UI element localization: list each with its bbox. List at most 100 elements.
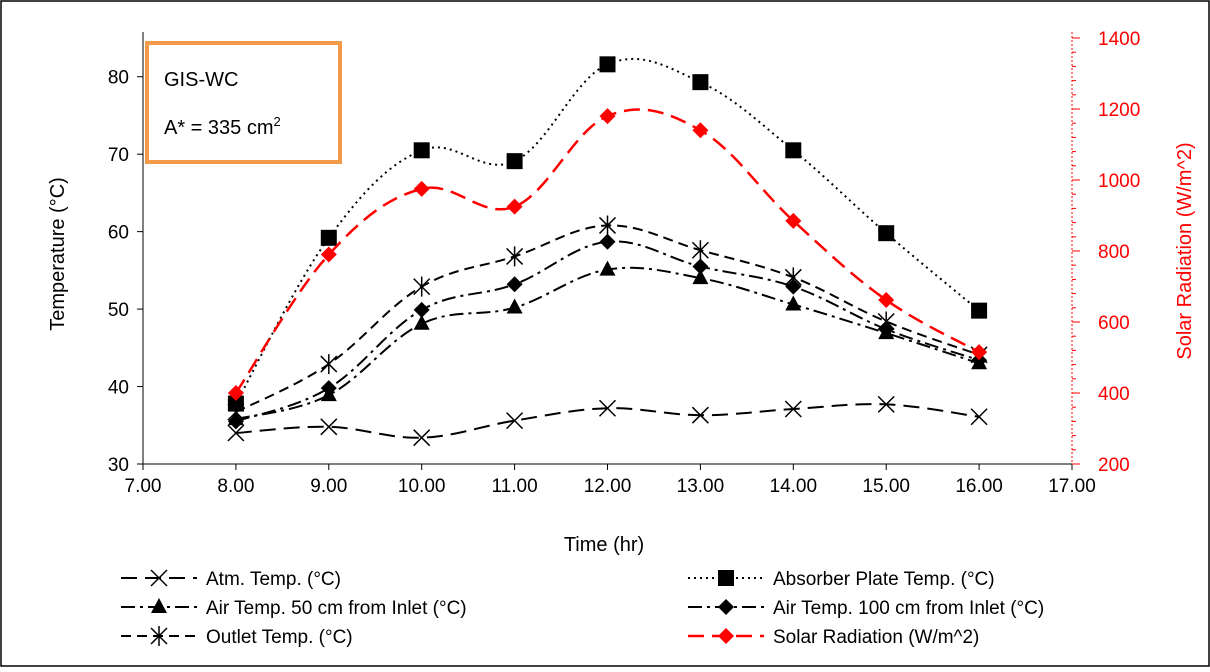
data-point <box>320 246 337 263</box>
data-point <box>784 267 802 288</box>
data-point <box>506 246 524 267</box>
legend-marker <box>718 628 734 644</box>
y2-tick-label: 200 <box>1098 455 1130 476</box>
y-axis-title: Temperature (°C) <box>47 177 69 331</box>
annotation-line2: A* = 335 cm2 <box>164 114 281 139</box>
data-point <box>320 380 337 397</box>
y2-tick-label: 1200 <box>1098 100 1140 121</box>
data-point <box>227 402 245 423</box>
data-point <box>971 344 988 361</box>
x-tick-label: 16.00 <box>955 476 1003 497</box>
x-tick-label: 8.00 <box>217 476 254 497</box>
annotation-border <box>145 41 342 164</box>
data-point <box>785 142 802 159</box>
y2-tick-label: 800 <box>1098 242 1130 263</box>
y2-tick-label: 400 <box>1098 384 1130 405</box>
x-tick-label: 11.00 <box>492 476 538 497</box>
y2-axis-title: Solar Radiation (W/m^2) <box>1174 142 1196 359</box>
data-point <box>785 295 802 311</box>
x-tick-label: 15.00 <box>862 476 910 497</box>
y2-tick-label: 1400 <box>1098 29 1140 50</box>
data-point <box>599 233 616 250</box>
data-point <box>877 395 895 413</box>
annotation-box: GIS-WC A* = 335 cm2 <box>145 41 342 164</box>
annotation-line1: GIS-WC <box>164 69 238 91</box>
axes: 7.00 8.00 9.00 10.00 11.00 12.00 13.00 14.00 15.… <box>108 29 1140 497</box>
series-line <box>235 224 980 413</box>
data-point <box>320 354 338 375</box>
series-3 <box>227 233 988 430</box>
data-point <box>506 412 524 430</box>
data-point <box>506 298 523 314</box>
x-axis-title: Time (hr) <box>564 534 644 556</box>
series-line <box>235 57 980 405</box>
y-tick-label: 40 <box>108 378 129 399</box>
data-point <box>413 276 431 297</box>
data-point <box>784 400 802 418</box>
series-0 <box>227 395 988 447</box>
legend-label: Outlet Temp. (°C) <box>206 627 353 648</box>
legend-marker <box>151 598 167 613</box>
data-point <box>878 225 895 242</box>
data-point <box>785 212 802 229</box>
legend-marker <box>718 570 734 586</box>
x-tick-label: 17.00 <box>1048 476 1096 497</box>
series-layer <box>227 56 988 447</box>
data-point <box>598 215 617 236</box>
x-tick-label: 13.00 <box>677 476 725 497</box>
data-point <box>413 301 430 318</box>
x-tick-label: 14.00 <box>770 476 818 497</box>
data-point <box>506 153 523 170</box>
data-point <box>877 311 895 332</box>
data-point <box>692 269 709 285</box>
data-point <box>227 385 244 401</box>
data-point <box>692 74 709 91</box>
data-point <box>413 429 431 447</box>
legend-item: Air Temp. 50 cm from Inlet (°C) <box>121 598 467 619</box>
y-tick-label: 30 <box>108 455 129 476</box>
legend-label: Air Temp. 50 cm from Inlet (°C) <box>206 598 467 619</box>
legend-label: Absorber Plate Temp. (°C) <box>773 569 995 590</box>
x-tick-label: 10.00 <box>398 476 446 497</box>
y-tick-label: 80 <box>108 68 129 89</box>
data-point <box>878 291 895 308</box>
data-point <box>692 122 709 139</box>
data-point <box>506 198 523 215</box>
data-point <box>413 314 430 330</box>
legend-item: Outlet Temp. (°C) <box>121 626 353 648</box>
legend-item: Absorber Plate Temp. (°C) <box>688 569 995 590</box>
data-point <box>599 108 616 125</box>
legend-label: Air Temp. 100 cm from Inlet (°C) <box>773 598 1044 619</box>
x-tick-label: 7.00 <box>125 476 162 497</box>
series-5 <box>227 108 988 401</box>
y2-tick-label: 600 <box>1098 313 1130 334</box>
data-point <box>692 258 709 275</box>
data-point <box>320 418 338 436</box>
legend-item: Air Temp. 100 cm from Inlet (°C) <box>688 598 1044 619</box>
y2-tick-label: 1000 <box>1098 171 1140 192</box>
y-tick-label: 50 <box>108 300 129 321</box>
data-point <box>506 276 523 293</box>
legend: Atm. Temp. (°C) Absorber Plate Temp. (°C)… <box>121 569 1044 648</box>
data-point <box>413 142 430 159</box>
data-point <box>691 406 709 424</box>
data-point <box>598 399 617 417</box>
data-point <box>413 180 430 197</box>
legend-marker <box>150 626 168 646</box>
legend-item: Solar Radiation (W/m^2) <box>688 627 979 648</box>
data-point <box>970 408 988 426</box>
y-tick-label: 70 <box>108 145 129 166</box>
x-tick-label: 12.00 <box>584 476 632 497</box>
legend-label: Solar Radiation (W/m^2) <box>773 627 979 648</box>
data-point <box>691 240 709 261</box>
data-point <box>227 424 245 442</box>
data-point <box>971 302 988 319</box>
data-point <box>599 56 616 73</box>
series-4 <box>227 215 988 423</box>
data-point <box>599 260 616 276</box>
legend-label: Atm. Temp. (°C) <box>206 569 341 590</box>
legend-marker <box>718 599 734 615</box>
legend-marker <box>150 569 168 587</box>
